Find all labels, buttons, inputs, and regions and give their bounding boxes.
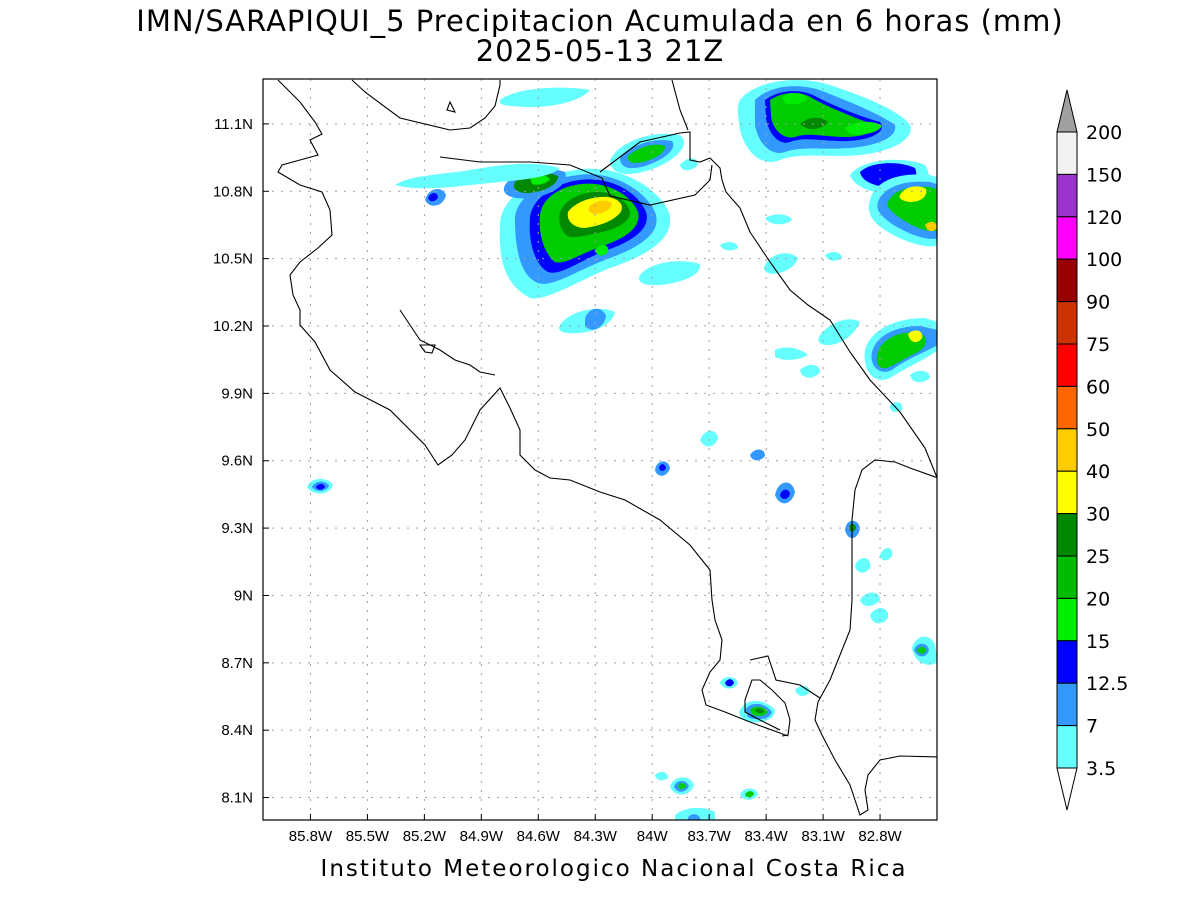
- lat-tick-label: 8.7N: [221, 655, 253, 672]
- lat-tick-label: 10.2N: [213, 318, 253, 335]
- colorbar-level-label: 30: [1086, 504, 1110, 526]
- colorbar-level-label: 200: [1086, 122, 1122, 144]
- colorbar-box: [1056, 470, 1078, 515]
- map-title: IMN/SARAPIQUI_5 Precipitacion Acumulada …: [136, 4, 1064, 38]
- map-frame: [262, 78, 938, 821]
- colorbar-box: [1056, 682, 1078, 727]
- precipitation-field: [307, 80, 937, 820]
- lat-tick-label: 8.4N: [221, 722, 253, 739]
- colorbar-box: [1056, 555, 1078, 599]
- lat-tick-label: 10.5N: [213, 251, 253, 268]
- lon-tick-label: 82.8W: [858, 828, 902, 845]
- lon-tick-label: 83.1W: [801, 828, 845, 845]
- coastlines-and-borders: [277, 79, 937, 816]
- lon-tick-label: 85.5W: [346, 828, 390, 845]
- lat-tick-label: 9N: [234, 587, 253, 604]
- colorbar-level-label: 60: [1086, 376, 1110, 398]
- lon-tick-label: 84W: [637, 828, 669, 845]
- colorbar-level-label: 15: [1086, 631, 1110, 653]
- map-grid: [263, 79, 937, 820]
- lon-tick-label: 83.7W: [687, 828, 731, 845]
- lat-tick-label: 9.3N: [221, 520, 253, 537]
- colorbar-level-label: 75: [1086, 334, 1110, 356]
- colorbar-box: [1056, 385, 1078, 430]
- map-datetime: 2025-05-13 21Z: [475, 34, 725, 68]
- colorbar-level-label: 12.5: [1086, 673, 1128, 695]
- longitude-labels: 85.8W 85.5W 85.2W 84.9W 84.6W 84.3W 84W 83.7W 83…: [289, 828, 903, 845]
- colorbar-over-triangle: [1056, 89, 1078, 133]
- colorbar-box: [1056, 301, 1078, 345]
- lon-tick-label: 85.8W: [289, 828, 333, 845]
- colorbar-box: [1056, 513, 1078, 557]
- lon-tick-label: 84.6W: [517, 828, 561, 845]
- colorbar-box: [1056, 640, 1078, 684]
- lat-tick-label: 11.1N: [214, 116, 253, 133]
- colorbar-level-label: 150: [1086, 164, 1122, 186]
- lon-tick-label: 84.3W: [574, 828, 618, 845]
- lon-tick-label: 83.4W: [744, 828, 788, 845]
- colorbar-level-label: 25: [1086, 546, 1110, 568]
- colorbar-level-label: 100: [1086, 249, 1122, 271]
- lat-tick-label: 10.8N: [213, 183, 253, 200]
- lon-tick-label: 85.2W: [403, 828, 447, 845]
- colorbar-level-label: 90: [1086, 292, 1110, 314]
- colorbar-box: [1056, 725, 1078, 769]
- colorbar-level-label: 120: [1086, 207, 1122, 229]
- colorbar-level-label: 7: [1086, 716, 1098, 738]
- lon-tick-label: 84.9W: [460, 828, 504, 845]
- colorbar-under-triangle: [1056, 767, 1078, 811]
- colorbar-box: [1056, 428, 1078, 472]
- colorbar-box: [1056, 173, 1078, 218]
- colorbar-level-label: 50: [1086, 419, 1110, 441]
- latitude-labels: 11.1N 10.8N 10.5N 10.2N 9.9N 9.6N 9.3N 9N 8.7N 8.…: [213, 116, 253, 807]
- colorbar-box: [1056, 216, 1078, 260]
- colorbar-box: [1056, 343, 1078, 387]
- colorbar-level-label: 20: [1086, 588, 1110, 610]
- lat-tick-label: 8.1N: [221, 790, 253, 807]
- colorbar-box: [1056, 597, 1078, 642]
- colorbar-box: [1056, 131, 1078, 175]
- footer-credit: Instituto Meteorologico Nacional Costa R…: [320, 856, 908, 882]
- colorbar-level-label: 40: [1086, 461, 1110, 483]
- colorbar: 200 150 120 100 90 75 60 50 40 30 25 20 15 12.5 7 3.5: [1056, 89, 1128, 811]
- colorbar-box: [1056, 258, 1078, 303]
- colorbar-level-label: 3.5: [1086, 758, 1116, 780]
- lat-tick-label: 9.9N: [221, 385, 253, 402]
- lat-tick-label: 9.6N: [221, 453, 253, 470]
